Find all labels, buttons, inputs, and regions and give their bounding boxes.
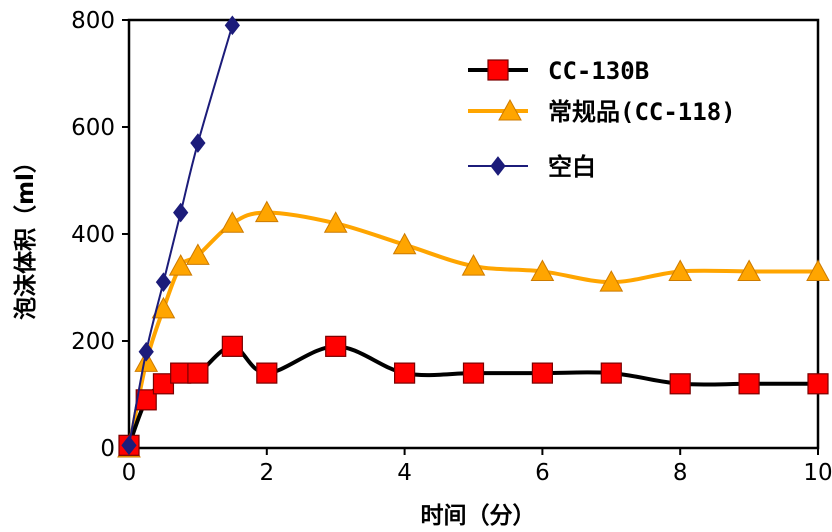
- legend-marker: [498, 98, 522, 121]
- series-1: [117, 200, 830, 458]
- data-point: [530, 259, 555, 281]
- legend-marker: [487, 59, 509, 81]
- data-point: [138, 341, 154, 362]
- series-0: [118, 335, 829, 456]
- x-tick-label: 2: [259, 460, 274, 486]
- x-tick-label: 6: [535, 460, 550, 486]
- data-point: [600, 362, 622, 384]
- data-point: [737, 259, 761, 281]
- data-point: [221, 335, 243, 357]
- legend-label: CC-130B: [548, 57, 649, 85]
- legend-label: 空白: [548, 153, 596, 181]
- legend-marker: [490, 156, 506, 176]
- data-point: [461, 254, 486, 276]
- data-point: [394, 362, 416, 384]
- y-tick-label: 400: [71, 222, 115, 248]
- series-line: [128, 25, 234, 446]
- data-point: [738, 373, 760, 395]
- x-tick-label: 8: [673, 460, 688, 486]
- data-point: [462, 362, 485, 384]
- data-point: [325, 335, 347, 357]
- data-point: [224, 15, 240, 36]
- data-point: [668, 259, 693, 281]
- data-point: [392, 232, 417, 255]
- series-line: [127, 344, 818, 447]
- y-axis-title: 泡沫体积（ml）: [12, 150, 39, 320]
- data-point: [599, 270, 624, 292]
- y-tick-label: 0: [100, 436, 115, 462]
- x-tick-label: 0: [122, 460, 137, 486]
- x-axis-title: 时间（分）: [421, 502, 536, 529]
- data-point: [155, 272, 172, 292]
- y-tick-label: 800: [71, 8, 115, 34]
- legend-label: 常规品(CC-118): [548, 98, 736, 126]
- x-tick-label: 4: [397, 460, 412, 486]
- data-point: [152, 373, 175, 395]
- data-point: [187, 362, 209, 384]
- y-tick-label: 200: [71, 329, 115, 355]
- data-point: [806, 259, 830, 281]
- data-point: [151, 296, 176, 319]
- data-point: [186, 243, 210, 265]
- data-point: [168, 254, 193, 276]
- data-point: [190, 133, 206, 153]
- data-point: [173, 202, 189, 223]
- data-point: [254, 200, 279, 223]
- series-line: [127, 210, 818, 449]
- y-tick-label: 600: [71, 115, 115, 141]
- data-point: [256, 362, 278, 384]
- data-point: [669, 373, 691, 395]
- data-point: [323, 211, 348, 233]
- series-2: [121, 15, 240, 456]
- x-tick-label: 10: [803, 460, 832, 486]
- data-point: [121, 435, 137, 456]
- data-point: [531, 362, 554, 384]
- data-point: [807, 373, 829, 395]
- data-point: [220, 211, 245, 233]
